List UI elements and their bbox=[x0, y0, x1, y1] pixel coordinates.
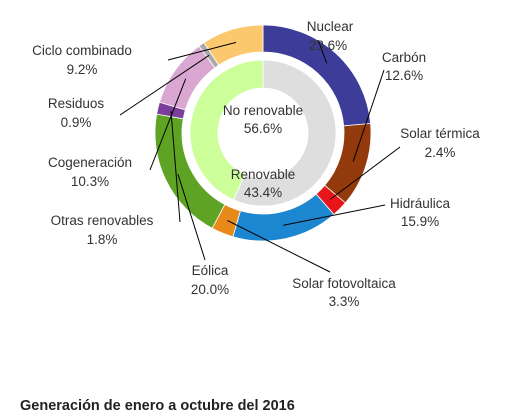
inner-label-value-renovable: 43.4% bbox=[244, 185, 282, 200]
donut-chart: Nuclear 23.6% Carbón 12.6% Solar térmica 2.4%… bbox=[32, 19, 480, 309]
slice-inner-no-renovable bbox=[233, 59, 337, 207]
label-value-residuos: 0.9% bbox=[61, 115, 92, 130]
label-name-eolica: Eólica bbox=[192, 263, 229, 278]
label-value-eolica: 20.0% bbox=[191, 282, 229, 297]
label-value-otras-renovables: 1.8% bbox=[87, 232, 118, 247]
leader-line-otras-renovables bbox=[170, 111, 181, 223]
leader-line-nuclear bbox=[317, 39, 328, 64]
label-name-carbon: Carbón bbox=[382, 50, 426, 65]
label-value-nuclear: 23.6% bbox=[309, 38, 347, 53]
label-name-nuclear: Nuclear bbox=[307, 19, 354, 34]
leader-line-solar-fotovoltaica bbox=[227, 220, 331, 273]
label-value-hidraulica: 15.9% bbox=[401, 214, 439, 229]
leader-line-eolica bbox=[177, 174, 206, 261]
label-value-carbon: 12.6% bbox=[385, 68, 423, 83]
inner-labels: No renovable 56.6% Renovable 43.4% bbox=[223, 103, 303, 200]
label-value-cogeneracion: 10.3% bbox=[71, 174, 109, 189]
label-name-otras-renovables: Otras renovables bbox=[51, 213, 154, 228]
label-value-solar-termica: 2.4% bbox=[425, 145, 456, 160]
leader-line-hidraulica bbox=[283, 204, 386, 226]
leader-line-residuos bbox=[119, 54, 210, 116]
leader-line-cogeneracion bbox=[149, 78, 187, 171]
slice-inner-renovable bbox=[189, 59, 264, 201]
chart-caption: Generación de enero a octubre del 2016 bbox=[20, 398, 295, 414]
leader-line-solar-termica bbox=[329, 146, 401, 200]
label-name-hidraulica: Hidráulica bbox=[390, 196, 451, 211]
label-name-solar-fotovoltaica: Solar fotovoltaica bbox=[292, 276, 396, 291]
label-name-residuos: Residuos bbox=[48, 96, 105, 111]
inner-ring bbox=[189, 59, 337, 207]
label-name-cogeneracion: Cogeneración bbox=[48, 155, 132, 170]
inner-label-name-no-renovable: No renovable bbox=[223, 103, 303, 118]
leader-line-ciclo-combinado bbox=[167, 41, 237, 61]
inner-label-name-renovable: Renovable bbox=[231, 167, 296, 182]
slice-outer-ciclo-combinado bbox=[203, 24, 264, 66]
label-name-ciclo-combinado: Ciclo combinado bbox=[32, 43, 132, 58]
label-value-solar-fotovoltaica: 3.3% bbox=[329, 294, 360, 309]
outer-labels: Nuclear 23.6% Carbón 12.6% Solar térmica 2.4%… bbox=[32, 19, 480, 309]
inner-label-value-no-renovable: 56.6% bbox=[244, 121, 282, 136]
label-value-ciclo-combinado: 9.2% bbox=[67, 62, 98, 77]
leader-lines bbox=[119, 39, 401, 273]
label-name-solar-termica: Solar térmica bbox=[400, 126, 480, 141]
leader-line-carbon bbox=[352, 69, 385, 162]
